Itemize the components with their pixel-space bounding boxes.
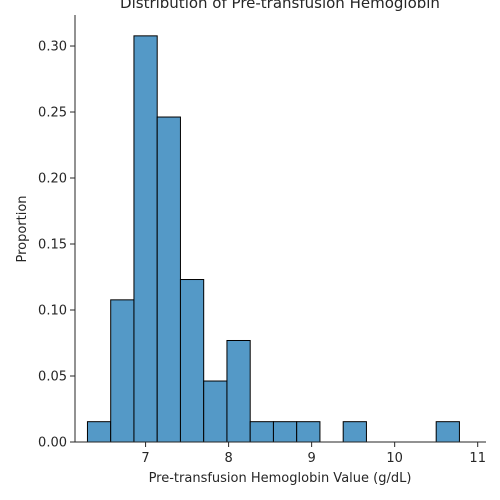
y-axis-title: Proportion — [15, 195, 30, 262]
histogram-bar-0 — [86, 421, 112, 443]
x-axis-title: Pre-transfusion Hemoglobin Value (g/dL) — [149, 471, 412, 486]
histogram-bar-1 — [110, 299, 135, 443]
x-tick-label: 7 — [141, 451, 149, 466]
x-tick-label: 9 — [307, 451, 315, 466]
y-tick-label: 0.15 — [38, 238, 67, 253]
histogram-bar-7 — [249, 421, 274, 443]
y-tick-label: 0.30 — [38, 40, 67, 55]
chart-title: Distribution of Pre-transfusion Hemoglob… — [120, 0, 440, 12]
histogram-bar-4 — [179, 279, 205, 443]
bars-group — [86, 35, 460, 443]
y-axis-ticks: 0.00 0.05 0.10 0.15 0.20 0.25 0.30 — [38, 40, 75, 451]
histogram-bar-8 — [272, 421, 298, 443]
histogram-bar-3 — [156, 116, 181, 443]
histogram-bar-6 — [226, 339, 251, 443]
histogram-bar-2 — [133, 35, 158, 443]
x-tick-label: 10 — [386, 451, 403, 466]
y-tick-label: 0.10 — [38, 304, 67, 319]
y-tick-label: 0.20 — [38, 172, 67, 187]
histogram-bar-15 — [435, 421, 460, 443]
histogram-bar-9 — [296, 421, 321, 443]
x-axis-ticks: 7 8 9 10 11 — [141, 442, 486, 466]
y-tick-label: 0.05 — [38, 370, 67, 385]
histogram-bar-5 — [203, 380, 228, 443]
x-tick-label: 11 — [469, 451, 486, 466]
y-tick-label: 0.25 — [38, 106, 67, 121]
y-tick-label: 0.00 — [38, 436, 67, 451]
histogram-bar-11 — [342, 421, 367, 443]
x-tick-label: 8 — [224, 451, 232, 466]
